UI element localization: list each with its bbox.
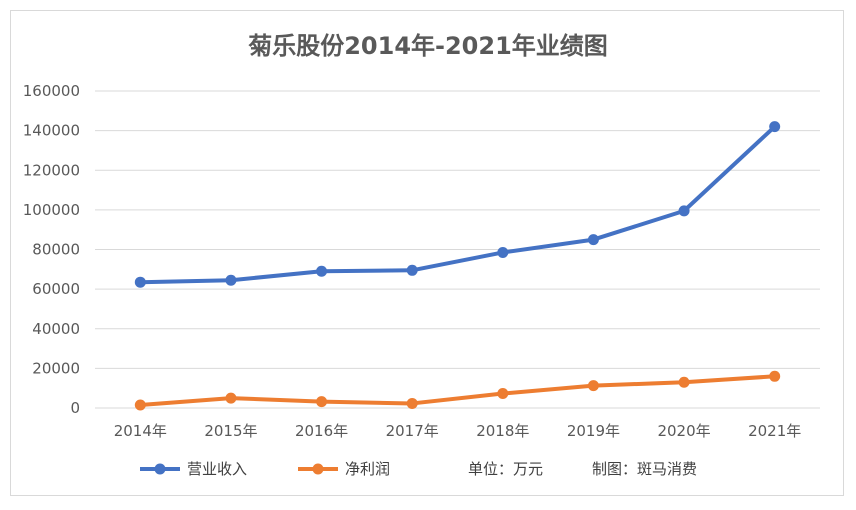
x-tick-label: 2016年: [295, 422, 348, 440]
data-point: [134, 399, 146, 411]
x-tick-label: 2019年: [567, 422, 620, 440]
data-point: [406, 264, 418, 276]
series-line: [138, 124, 777, 285]
data-point: [678, 205, 690, 217]
legend-swatch-marker: [154, 463, 166, 475]
data-point: [497, 388, 509, 400]
x-tick-label: 2017年: [386, 422, 439, 440]
legend-label: 净利润: [345, 460, 390, 478]
legend-swatch-marker: [312, 463, 324, 475]
y-tick-label: 20000: [32, 359, 80, 377]
data-point: [587, 234, 599, 246]
series-line: [138, 374, 777, 408]
legend-label: 营业收入: [187, 460, 247, 478]
y-tick-label: 60000: [32, 280, 80, 298]
series-1: [134, 121, 781, 288]
data-point: [316, 265, 328, 277]
y-tick-label: 120000: [23, 161, 80, 179]
data-point: [587, 380, 599, 392]
x-tick-label: 2020年: [657, 422, 710, 440]
series-2: [134, 370, 781, 411]
chart-note: 单位：万元: [468, 460, 543, 478]
data-point: [134, 276, 146, 288]
y-tick-label: 100000: [23, 201, 80, 219]
y-tick-label: 80000: [32, 241, 80, 259]
data-point: [769, 121, 781, 133]
y-axis-ticks: 0 20000 40000 60000 80000 100000 120000 140000 1…: [23, 82, 80, 417]
data-point: [225, 274, 237, 286]
x-tick-label: 2015年: [204, 422, 257, 440]
data-point: [406, 397, 418, 409]
y-tick-label: 40000: [32, 320, 80, 338]
x-tick-label: 2014年: [114, 422, 167, 440]
data-point: [316, 396, 328, 408]
x-axis-ticks: 2014年 2015年 2016年 2017年 2018年 2019年 2020年 2021年: [114, 422, 802, 440]
data-point: [225, 392, 237, 404]
x-tick-label: 2021年: [748, 422, 801, 440]
x-tick-label: 2018年: [476, 422, 529, 440]
data-point: [497, 246, 509, 258]
series-group: [134, 121, 781, 411]
data-point: [678, 376, 690, 388]
data-point: [769, 370, 781, 382]
grid-lines: [95, 90, 820, 409]
y-tick-label: 0: [70, 399, 80, 417]
y-tick-label: 160000: [23, 82, 80, 100]
y-tick-label: 140000: [23, 122, 80, 140]
chart-note: 制图：斑马消费: [592, 460, 697, 478]
chart-title: 菊乐股份2014年-2021年业绩图: [248, 32, 608, 60]
legend: 营业收入 净利润 单位：万元 制图：斑马消费: [140, 460, 697, 478]
